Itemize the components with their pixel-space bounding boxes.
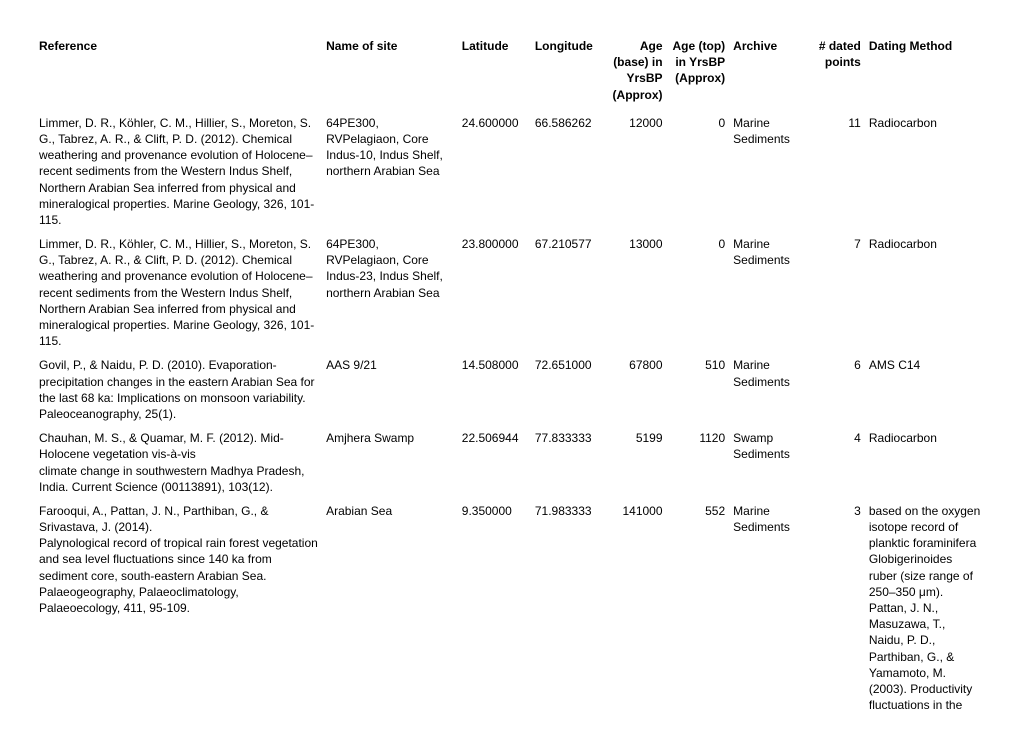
cell-archive: Marine Sediments [729,111,813,232]
cell-reference: Farooqui, A., Pattan, J. N., Parthiban, … [35,499,322,717]
cell-archive: Swamp Sediments [729,426,813,499]
cell-site: Amjhera Swamp [322,426,458,499]
cell-latitude: 24.600000 [458,111,531,232]
col-header-age-base: Age (base) in YrsBP (Approx) [604,35,667,111]
col-header-dating: Dating Method [865,35,985,111]
cell-site: 64PE300, RVPelagiaon, Core Indus-10, Ind… [322,111,458,232]
cell-points: 6 [813,353,865,426]
cell-dating: based on the oxygen isotope record of pl… [865,499,985,717]
cell-site: Arabian Sea [322,499,458,717]
cell-points: 7 [813,232,865,353]
cell-age-base: 67800 [604,353,667,426]
cell-age-base: 5199 [604,426,667,499]
cell-latitude: 22.506944 [458,426,531,499]
cell-site: 64PE300, RVPelagiaon, Core Indus-23, Ind… [322,232,458,353]
cell-reference: Chauhan, M. S., & Quamar, M. F. (2012). … [35,426,322,499]
cell-age-base: 13000 [604,232,667,353]
col-header-archive: Archive [729,35,813,111]
cell-longitude: 66.586262 [531,111,604,232]
cell-latitude: 23.800000 [458,232,531,353]
table-row: Limmer, D. R., Köhler, C. M., Hillier, S… [35,232,985,353]
cell-points: 3 [813,499,865,717]
cell-longitude: 67.210577 [531,232,604,353]
cell-site: AAS 9/21 [322,353,458,426]
cell-longitude: 77.833333 [531,426,604,499]
cell-points: 4 [813,426,865,499]
cell-archive: Marine Sediments [729,353,813,426]
table-header-row: Reference Name of site Latitude Longitud… [35,35,985,111]
cell-longitude: 71.983333 [531,499,604,717]
col-header-age-top: Age (top) in YrsBP (Approx) [667,35,730,111]
cell-age-top: 0 [667,111,730,232]
table-row: Govil, P., & Naidu, P. D. (2010). Evapor… [35,353,985,426]
cell-archive: Marine Sediments [729,499,813,717]
cell-dating: Radiocarbon [865,111,985,232]
cell-age-top: 510 [667,353,730,426]
cell-age-top: 552 [667,499,730,717]
cell-dating: Radiocarbon [865,426,985,499]
cell-latitude: 9.350000 [458,499,531,717]
table-row: Chauhan, M. S., & Quamar, M. F. (2012). … [35,426,985,499]
data-table: Reference Name of site Latitude Longitud… [35,35,985,717]
table-row: Limmer, D. R., Köhler, C. M., Hillier, S… [35,111,985,232]
cell-latitude: 14.508000 [458,353,531,426]
col-header-site: Name of site [322,35,458,111]
col-header-latitude: Latitude [458,35,531,111]
cell-age-base: 141000 [604,499,667,717]
table-row: Farooqui, A., Pattan, J. N., Parthiban, … [35,499,985,717]
cell-archive: Marine Sediments [729,232,813,353]
cell-age-top: 1120 [667,426,730,499]
cell-reference: Govil, P., & Naidu, P. D. (2010). Evapor… [35,353,322,426]
cell-dating: Radiocarbon [865,232,985,353]
cell-age-top: 0 [667,232,730,353]
col-header-longitude: Longitude [531,35,604,111]
cell-reference: Limmer, D. R., Köhler, C. M., Hillier, S… [35,232,322,353]
col-header-reference: Reference [35,35,322,111]
cell-age-base: 12000 [604,111,667,232]
cell-dating: AMS C14 [865,353,985,426]
col-header-points: # dated points [813,35,865,111]
cell-reference: Limmer, D. R., Köhler, C. M., Hillier, S… [35,111,322,232]
cell-points: 11 [813,111,865,232]
cell-longitude: 72.651000 [531,353,604,426]
